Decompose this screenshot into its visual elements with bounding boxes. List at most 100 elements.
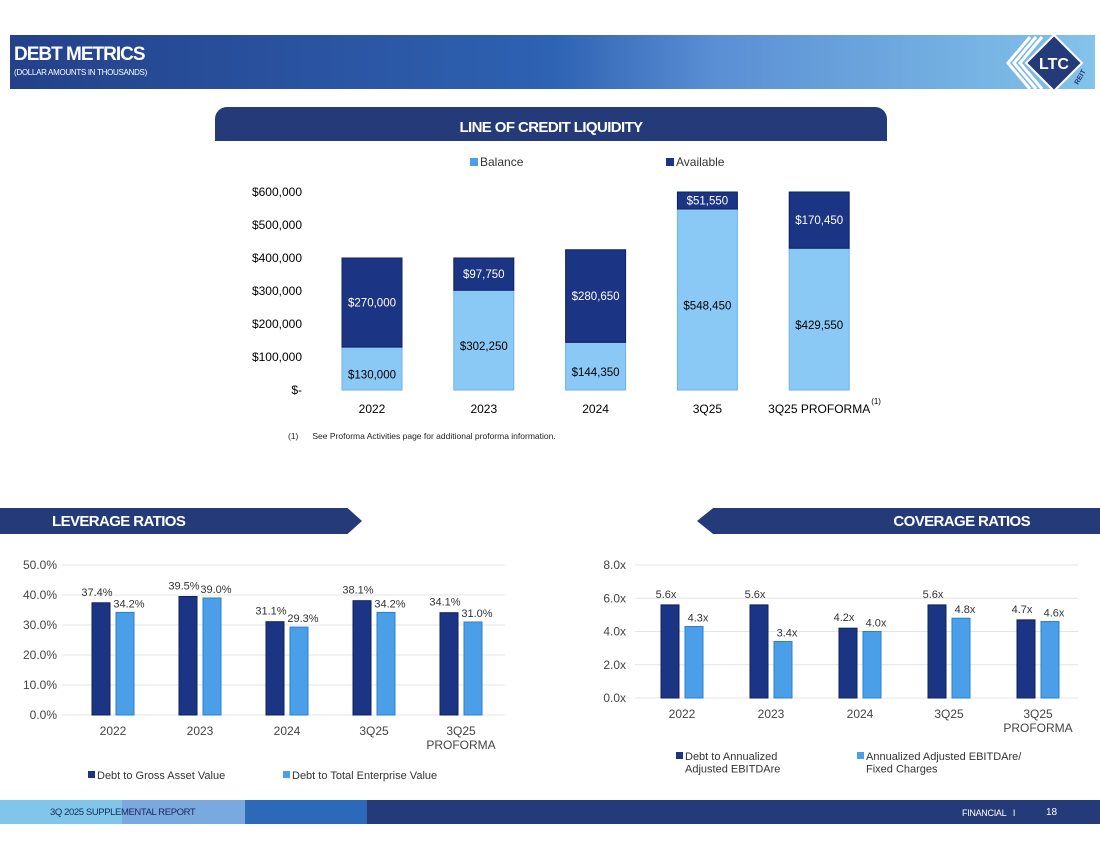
x-tick-label: 2023 (470, 402, 497, 416)
bar (376, 611, 396, 716)
data-label: $280,650 (572, 291, 620, 303)
data-label: 34.2% (374, 598, 405, 610)
bar (463, 621, 483, 716)
bar (838, 627, 858, 699)
bar-balance (788, 247, 850, 391)
data-label: $97,750 (463, 269, 505, 281)
data-label: $302,250 (460, 341, 508, 353)
chart-title: LINE OF CREDIT LIQUIDITY (459, 118, 643, 136)
bar-available (341, 257, 403, 348)
legend-swatch (283, 771, 290, 778)
y-tick-label: $100,000 (252, 350, 302, 364)
data-label: $130,000 (348, 370, 396, 382)
coverage-chart: 0.0x 2.0x 4.0x 6.0x 8.0x 5.6x 4.3x 2022 5.6x 3.4x… (603, 558, 1078, 776)
x-tick-label: 3Q25 (359, 724, 389, 738)
y-tick-label: 0.0% (30, 708, 58, 722)
legend-swatch (88, 771, 95, 778)
legend-swatch (666, 158, 674, 166)
x-tick-label: 3Q25 PROFORMA (1003, 707, 1072, 735)
page-number: 18 (1046, 807, 1058, 818)
data-label: 38.1% (342, 585, 373, 597)
x-tick-label: 2022 (669, 707, 696, 721)
bar (773, 640, 793, 699)
x-tick-label: 2024 (274, 724, 301, 738)
report-name: 3Q 2025 SUPPLEMENTAL REPORT (50, 807, 196, 818)
line-of-credit-chart: $- $100,000 $200,000 $300,000 $400,000 $500,0… (252, 155, 881, 416)
data-label: 29.3% (287, 613, 318, 625)
data-label: 39.5% (168, 581, 199, 593)
data-label: $51,550 (687, 196, 729, 208)
bar-available (788, 191, 850, 249)
x-tick-superscript: (1) (871, 397, 881, 406)
bar (202, 597, 222, 716)
data-label: $429,550 (795, 320, 843, 332)
y-tick-label: 10.0% (23, 678, 57, 692)
y-tick-label: 6.0x (603, 591, 626, 605)
header-band (10, 35, 1095, 89)
y-tick-label: $300,000 (252, 284, 302, 298)
x-tick-label: 3Q25 (693, 402, 723, 416)
data-label: $144,350 (572, 367, 620, 379)
bar (178, 596, 198, 716)
data-label: 34.2% (113, 598, 144, 610)
bar-available (676, 191, 738, 210)
y-tick-label: $400,000 (252, 251, 302, 265)
bar (1040, 621, 1060, 699)
x-tick-label: 3Q25 PROFORMA (426, 724, 495, 752)
legend-label: Available (676, 155, 725, 169)
y-tick-label: $600,000 (252, 185, 302, 199)
data-label: 31.0% (461, 608, 492, 620)
legend-swatch (676, 752, 683, 759)
footer-band (0, 800, 1100, 824)
y-tick-label: 30.0% (23, 618, 57, 632)
bar-balance (676, 208, 738, 391)
x-tick-label: 2022 (359, 402, 386, 416)
y-tick-label: $200,000 (252, 317, 302, 331)
y-tick-label: 40.0% (23, 588, 57, 602)
data-label: 5.6x (923, 589, 944, 601)
bar-balance (565, 341, 627, 391)
chart-title: LEVERAGE RATIOS (52, 512, 186, 530)
data-label: 4.2x (834, 612, 855, 624)
leverage-chart: 0.0%10.0%20.0%30.0%40.0%50.0%37.4%34.2%2… (23, 558, 505, 782)
bar (862, 631, 882, 699)
legend-label: Debt to Gross Asset Value (97, 770, 225, 782)
data-label: 4.7x (1012, 604, 1033, 616)
y-tick-label: 0.0x (603, 691, 626, 705)
legend-swatch (857, 752, 864, 759)
y-tick-label: $500,000 (252, 218, 302, 232)
y-tick-label: 4.0x (603, 625, 626, 639)
data-label: $270,000 (348, 298, 396, 310)
page-title: DEBT METRICS (14, 44, 145, 65)
svg-text:REIT: REIT (1074, 68, 1088, 86)
bar (115, 611, 135, 716)
data-label: 31.1% (255, 606, 286, 618)
footnote: (1) See Proforma Activities page for addi… (288, 431, 556, 441)
data-label: 4.6x (1044, 608, 1065, 620)
data-label: 3.4x (777, 627, 798, 639)
line-of-credit-banner: LINE OF CREDIT LIQUIDITY (215, 107, 887, 141)
bar-available (453, 257, 515, 291)
x-tick-label: 2023 (187, 724, 214, 738)
coverage-banner: COVERAGE RATIOS (697, 508, 1100, 534)
bar (749, 604, 769, 699)
bar (439, 612, 459, 716)
legend-label: Annualized Adjusted EBITDAre/Fixed Charg… (866, 751, 1022, 776)
x-tick-label: 2023 (758, 707, 785, 721)
data-label: 4.8x (955, 604, 976, 616)
y-tick-label: 2.0x (603, 658, 626, 672)
bar (289, 626, 309, 716)
bar-balance (453, 289, 515, 391)
bar (1016, 619, 1036, 699)
data-label: 4.0x (866, 618, 887, 630)
y-tick-label: $- (291, 383, 302, 397)
data-label: 34.1% (429, 597, 460, 609)
legend-swatch (470, 158, 478, 166)
data-label: $170,450 (795, 215, 843, 227)
legend-label: Balance (480, 155, 524, 169)
ltc-logo: LTC REIT (1006, 33, 1088, 93)
bar-available (565, 249, 627, 343)
y-tick-label: 8.0x (603, 558, 626, 572)
bar (684, 626, 704, 699)
y-tick-label: 50.0% (23, 558, 57, 572)
